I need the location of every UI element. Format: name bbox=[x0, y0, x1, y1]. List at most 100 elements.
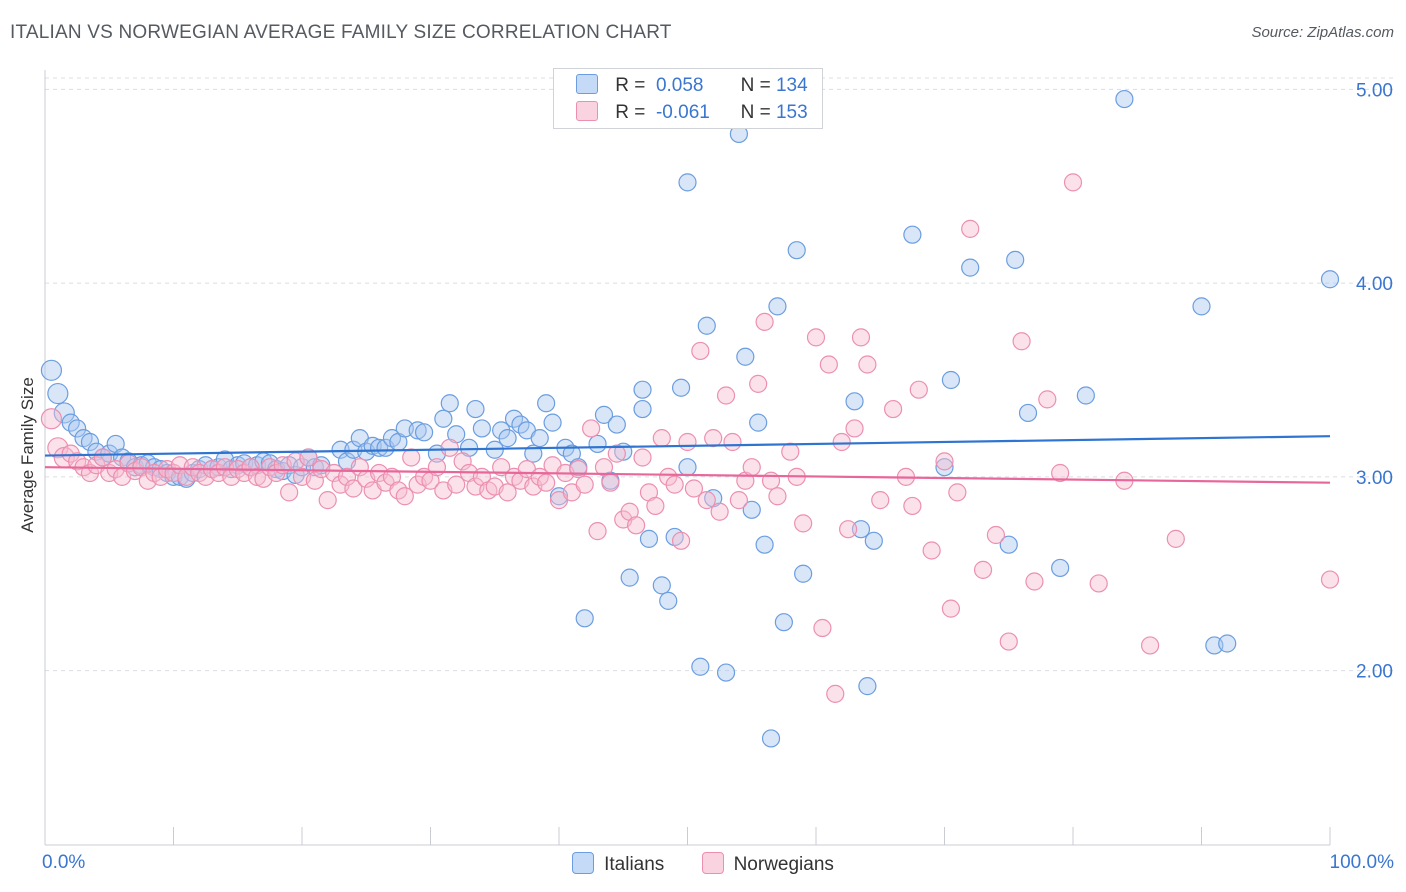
norwegians-point bbox=[395, 487, 414, 506]
norwegians-point bbox=[93, 448, 112, 467]
italians-point bbox=[466, 399, 485, 419]
norwegians-point bbox=[832, 432, 851, 452]
norwegians-point bbox=[305, 471, 324, 490]
norwegians-point bbox=[813, 618, 832, 638]
italians-trend-line bbox=[44, 435, 1331, 457]
italians-point bbox=[440, 394, 459, 413]
x-tick-min: 0.0% bbox=[42, 852, 86, 873]
italians-point bbox=[755, 535, 774, 554]
italians-point bbox=[774, 613, 793, 632]
norwegians-point bbox=[665, 475, 684, 494]
norwegians-point bbox=[697, 491, 716, 510]
italians-point bbox=[697, 316, 716, 335]
norwegians-point bbox=[582, 419, 601, 438]
norwegians-point bbox=[704, 429, 723, 448]
norwegians-point bbox=[691, 341, 710, 361]
italians-point bbox=[941, 370, 961, 390]
italians-r-value: 0.058 bbox=[655, 75, 704, 96]
norwegians-point bbox=[299, 448, 318, 467]
italians-point bbox=[678, 458, 697, 477]
norwegians-point bbox=[710, 502, 729, 521]
italians-point bbox=[434, 409, 453, 428]
norwegians-point bbox=[537, 473, 556, 492]
italians-point bbox=[794, 564, 813, 583]
norwegians-point bbox=[594, 458, 614, 477]
italians-point bbox=[742, 500, 761, 519]
norwegians-legend-label: Norwegians bbox=[733, 854, 834, 875]
norwegians-point bbox=[652, 429, 671, 448]
italians-point bbox=[768, 297, 787, 316]
italians-point bbox=[1018, 403, 1038, 423]
chart-title: ITALIAN VS NORWEGIAN AVERAGE FAMILY SIZE… bbox=[10, 22, 672, 43]
norwegians-point bbox=[402, 448, 421, 467]
italians-point bbox=[691, 657, 710, 676]
norwegians-point bbox=[344, 479, 363, 498]
italians-point bbox=[40, 359, 63, 381]
y-tick-label: 2.00 bbox=[1356, 662, 1393, 683]
italians-point bbox=[736, 347, 755, 366]
norwegians-point bbox=[961, 219, 980, 238]
norwegians-point bbox=[607, 444, 626, 463]
italians-point bbox=[498, 429, 517, 448]
norwegians-point bbox=[922, 541, 941, 560]
norwegians-point bbox=[716, 386, 736, 405]
italians-point bbox=[1076, 386, 1095, 405]
italians-point bbox=[1192, 297, 1211, 316]
italians-swatch bbox=[576, 74, 598, 94]
norwegians-trend-line bbox=[44, 466, 1331, 484]
italians-point bbox=[1320, 270, 1340, 289]
norwegians-point bbox=[40, 408, 63, 430]
norwegians-point bbox=[883, 399, 903, 419]
italians-point bbox=[903, 225, 922, 244]
norwegians-point bbox=[318, 491, 337, 510]
norwegians-point bbox=[1063, 173, 1083, 192]
norwegians-r-label: R = bbox=[615, 102, 646, 123]
norwegians-point bbox=[723, 432, 742, 452]
norwegians-point bbox=[280, 483, 299, 502]
norwegians-point bbox=[986, 525, 1006, 545]
norwegians-point bbox=[575, 475, 594, 494]
norwegians-point bbox=[569, 460, 588, 479]
italians-point bbox=[1218, 634, 1237, 653]
norwegians-point bbox=[851, 328, 871, 347]
italians-point bbox=[53, 402, 75, 424]
italians-point bbox=[1006, 250, 1025, 269]
italians-point bbox=[749, 413, 768, 432]
italians-point bbox=[524, 444, 543, 463]
legend-row-italians: R = 0.058 N = 134 bbox=[576, 74, 808, 100]
italians-point bbox=[639, 529, 659, 548]
norwegians-point bbox=[453, 452, 472, 471]
norwegians-point bbox=[749, 374, 768, 393]
italians-point bbox=[659, 591, 678, 610]
norwegians-point bbox=[794, 514, 813, 533]
norwegians-point bbox=[633, 448, 652, 467]
norwegians-point bbox=[1038, 390, 1057, 409]
norwegians-point bbox=[1025, 572, 1044, 591]
norwegians-swatch bbox=[576, 101, 598, 121]
norwegians-r-value: -0.061 bbox=[655, 102, 710, 123]
norwegians-point bbox=[1051, 463, 1070, 483]
norwegians-point bbox=[440, 438, 459, 457]
italians-point bbox=[530, 429, 549, 448]
x-tick-max: 100.0% bbox=[1329, 852, 1394, 873]
italians-legend-swatch bbox=[572, 852, 595, 874]
norwegians-point bbox=[447, 475, 466, 494]
italians-point bbox=[1051, 558, 1070, 578]
norwegians-point bbox=[1012, 332, 1031, 351]
italians-point bbox=[761, 729, 781, 748]
italians-point bbox=[961, 258, 980, 277]
norwegians-point bbox=[935, 452, 954, 471]
italians-point bbox=[47, 382, 69, 405]
italians-point bbox=[414, 423, 434, 442]
italians-n-label: N = bbox=[740, 75, 771, 96]
norwegians-point bbox=[973, 560, 993, 579]
italians-point bbox=[331, 440, 350, 459]
italians-point bbox=[408, 421, 427, 440]
italians-point bbox=[607, 415, 626, 434]
y-tick-label: 5.00 bbox=[1356, 80, 1393, 101]
italians-point bbox=[633, 380, 652, 399]
legend-row-norwegians: R = -0.061 N = 153 bbox=[576, 101, 808, 127]
italians-point bbox=[594, 405, 614, 424]
italians-n-value: 134 bbox=[775, 75, 808, 96]
